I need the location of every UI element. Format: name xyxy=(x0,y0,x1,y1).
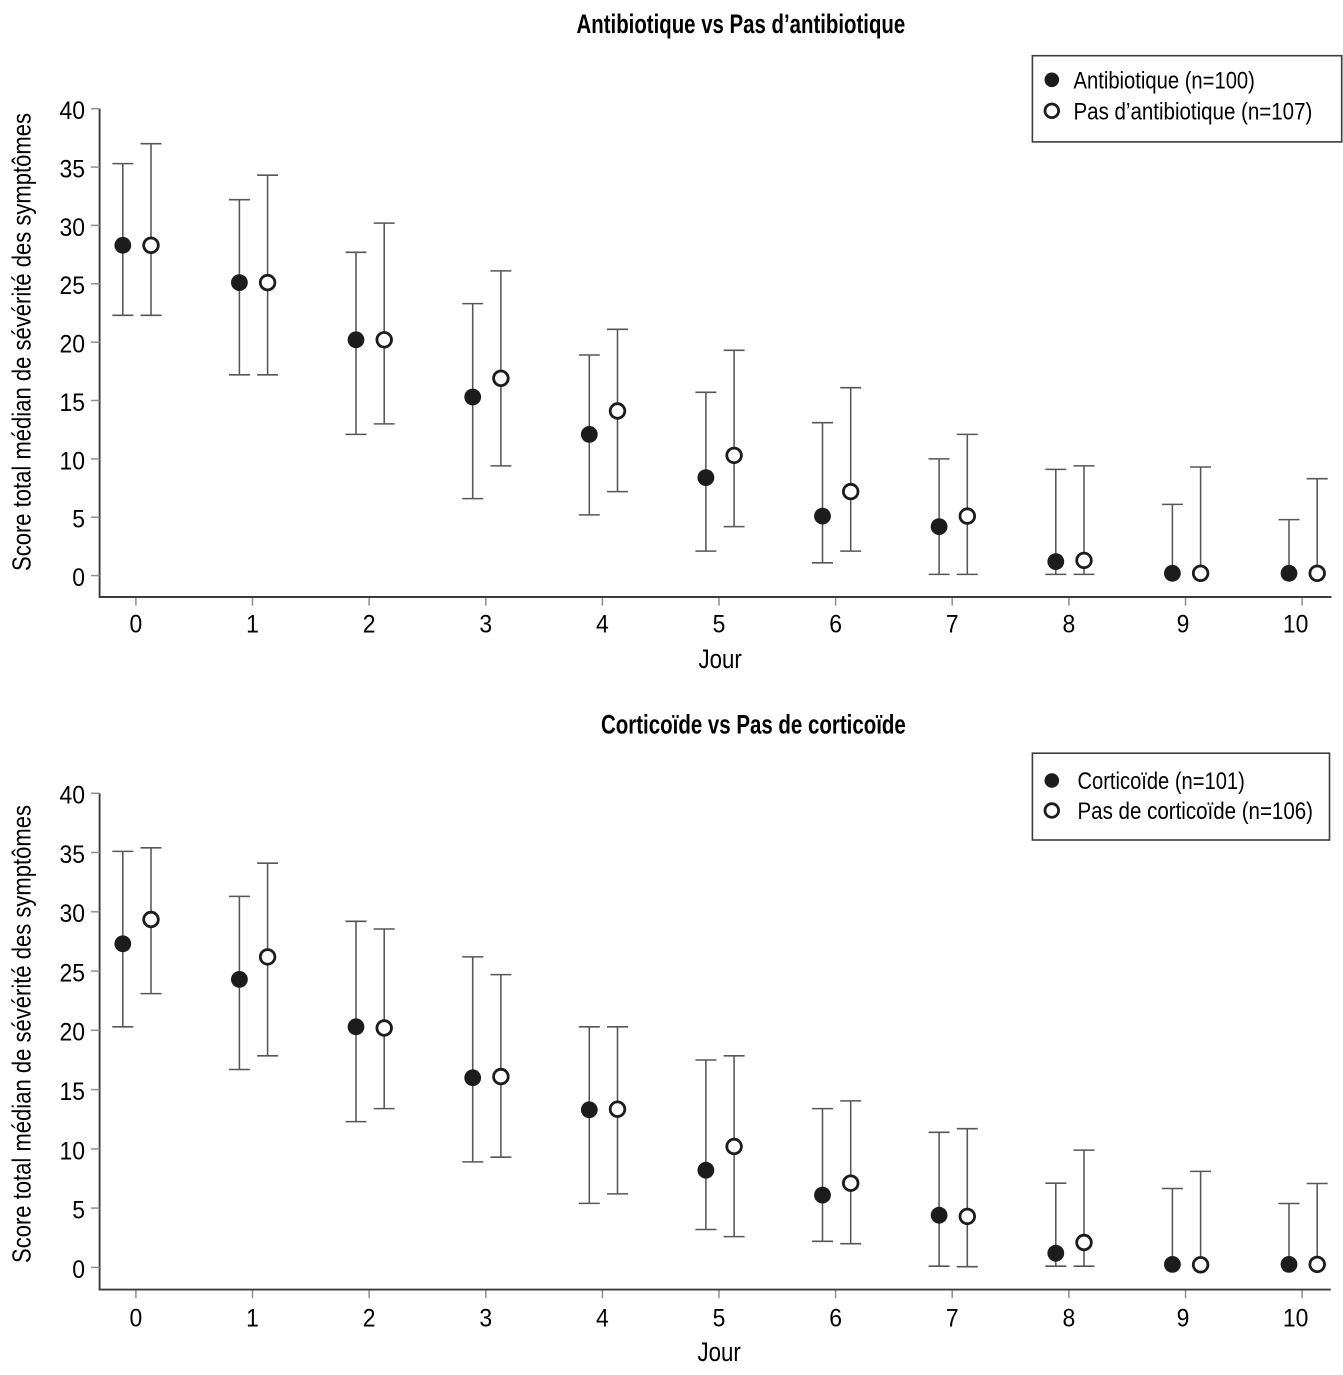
svg-text:4: 4 xyxy=(596,1306,609,1333)
svg-text:40: 40 xyxy=(60,98,86,125)
svg-text:Score total médian de sévérité: Score total médian de sévérité des sympt… xyxy=(9,805,37,1263)
svg-text:Jour: Jour xyxy=(697,1337,740,1367)
svg-text:6: 6 xyxy=(829,612,842,639)
svg-text:5: 5 xyxy=(72,507,85,534)
svg-text:10: 10 xyxy=(60,448,86,475)
svg-text:0: 0 xyxy=(72,565,85,592)
svg-text:5: 5 xyxy=(72,1198,85,1225)
svg-text:15: 15 xyxy=(60,390,86,417)
svg-text:7: 7 xyxy=(946,1306,959,1333)
svg-text:0: 0 xyxy=(72,1257,85,1284)
svg-text:2: 2 xyxy=(363,1306,376,1333)
svg-text:6: 6 xyxy=(829,1306,842,1333)
svg-text:9: 9 xyxy=(1177,612,1190,639)
svg-text:30: 30 xyxy=(60,215,86,242)
svg-text:0: 0 xyxy=(130,1306,143,1333)
svg-text:5: 5 xyxy=(713,612,726,639)
svg-text:10: 10 xyxy=(1283,1306,1309,1333)
svg-text:Score total médian de sévérité: Score total médian de sévérité des sympt… xyxy=(9,113,37,571)
svg-text:Corticoïde (n=101): Corticoïde (n=101) xyxy=(1078,768,1245,795)
svg-text:Pas d’antibiotique (n=107): Pas d’antibiotique (n=107) xyxy=(1074,98,1313,125)
svg-text:15: 15 xyxy=(60,1079,86,1106)
svg-text:8: 8 xyxy=(1063,1306,1076,1333)
svg-text:Pas de corticoïde (n=106): Pas de corticoïde (n=106) xyxy=(1078,798,1314,825)
svg-text:3: 3 xyxy=(479,612,492,639)
svg-text:35: 35 xyxy=(60,842,86,869)
svg-text:20: 20 xyxy=(60,332,86,359)
svg-text:10: 10 xyxy=(1283,612,1309,639)
svg-text:30: 30 xyxy=(60,901,86,928)
svg-text:5: 5 xyxy=(713,1306,726,1333)
svg-text:1: 1 xyxy=(246,612,259,639)
svg-text:1: 1 xyxy=(246,1306,259,1333)
svg-text:9: 9 xyxy=(1177,1306,1190,1333)
svg-text:10: 10 xyxy=(60,1138,86,1165)
svg-text:7: 7 xyxy=(946,612,959,639)
svg-text:40: 40 xyxy=(60,783,86,810)
svg-text:Corticoïde vs Pas de corticoïd: Corticoïde vs Pas de corticoïde xyxy=(601,710,906,740)
svg-text:0: 0 xyxy=(130,612,143,639)
svg-text:20: 20 xyxy=(60,1020,86,1047)
svg-text:25: 25 xyxy=(60,273,86,300)
svg-text:35: 35 xyxy=(60,157,86,184)
svg-text:3: 3 xyxy=(479,1306,492,1333)
svg-text:25: 25 xyxy=(60,961,86,988)
svg-text:8: 8 xyxy=(1063,612,1076,639)
svg-text:2: 2 xyxy=(363,612,376,639)
svg-text:Jour: Jour xyxy=(699,644,742,674)
svg-text:Antibiotique (n=100): Antibiotique (n=100) xyxy=(1074,67,1255,94)
svg-text:Antibiotique vs Pas d’antibiot: Antibiotique vs Pas d’antibiotique xyxy=(577,9,906,39)
svg-text:4: 4 xyxy=(596,612,609,639)
